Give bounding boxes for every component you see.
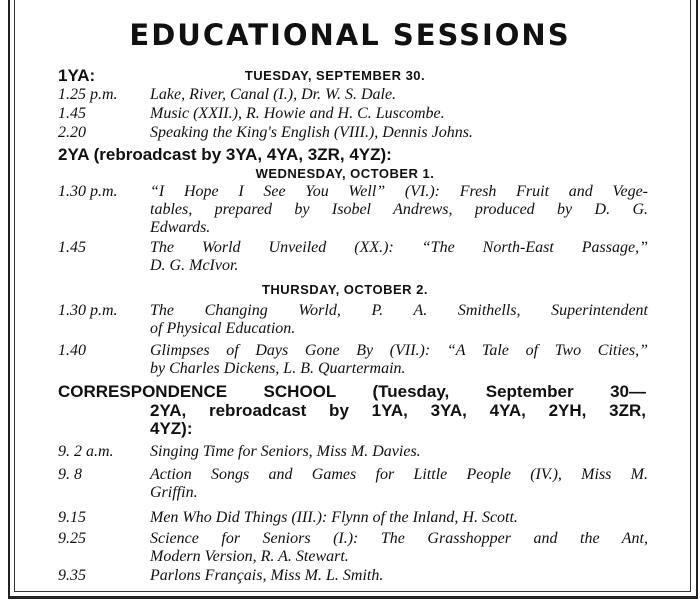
entry-description: Music (XXII.), R. Howie and H. C. Luscom… — [150, 105, 648, 123]
schedule-entry: 1.30 p.m. “I Hope I See You Well” (VI.): … — [58, 183, 648, 237]
description-line: of Physical Education. — [150, 320, 296, 337]
entry-time: 9.35 — [58, 567, 86, 584]
border-left-inner — [14, 0, 15, 592]
entry-description: Speaking the King's English (VIII.), Den… — [150, 124, 648, 142]
schedule-entry: 9.25 Science for Seniors (I.): The Grassh… — [58, 530, 648, 566]
schedule-entry: 9. 2 a.m. Singing Time for Seniors, Miss … — [58, 443, 648, 461]
schedule-entry: 9. 8 Action Songs and Games for Little Pe… — [58, 466, 648, 502]
entry-description: Men Who Did Things (III.): Flynn of the … — [150, 509, 648, 527]
entry-time: 1.45 — [58, 239, 86, 256]
day-heading: TUESDAY, SEPTEMBER 30. — [244, 68, 426, 83]
entry-time: 1.30 p.m. — [58, 183, 118, 200]
description-line: “I Hope I See You Well” (VI.): Fresh Fru… — [150, 183, 648, 200]
description-line: Edwards. — [150, 219, 211, 236]
entry-time: 9. 8 — [58, 466, 82, 483]
description-line: The World Unveiled (XX.): “The North-Eas… — [150, 239, 648, 256]
schedule-entry: 1.45 The World Unveiled (XX.): “The North… — [58, 239, 648, 275]
entry-description: Glimpses of Days Gone By (VII.): “A Tale… — [150, 342, 648, 378]
entry-description: The Changing World, P. A. Smithells, Sup… — [150, 302, 648, 338]
entry-time: 9.15 — [58, 509, 86, 526]
border-left-outer — [8, 0, 10, 598]
correspondence-school-heading: CORRESPONDENCE SCHOOL (Tuesday, Septembe… — [58, 382, 646, 439]
description-line: Parlons Français, Miss M. L. Smith. — [150, 567, 384, 584]
description-line: Music (XXII.), R. Howie and H. C. Luscom… — [150, 105, 445, 122]
border-bottom-outer — [8, 596, 698, 599]
schedule-entry: 1.30 p.m. The Changing World, P. A. Smith… — [58, 302, 648, 338]
entry-time: 2.20 — [58, 124, 86, 141]
description-line: Men Who Did Things (III.): Flynn of the … — [150, 509, 518, 526]
entry-description: Lake, River, Canal (I.), Dr. W. S. Dale. — [150, 86, 648, 104]
description-line: D. G. McIvor. — [150, 257, 239, 274]
schedule-entry: 1.45 Music (XXII.), R. Howie and H. C. Lu… — [58, 105, 648, 123]
schedule-entry: 9.15 Men Who Did Things (III.): Flynn of … — [58, 509, 648, 527]
entry-description: Science for Seniors (I.): The Grasshoppe… — [150, 530, 648, 566]
description-line: Singing Time for Seniors, Miss M. Davies… — [150, 443, 421, 460]
entry-time: 1.45 — [58, 105, 86, 122]
border-bottom-inner — [14, 591, 691, 592]
description-line: Science for Seniors (I.): The Grasshoppe… — [150, 530, 648, 547]
entry-description: The World Unveiled (XX.): “The North-Eas… — [150, 239, 648, 275]
entry-time: 9. 2 a.m. — [58, 443, 114, 460]
entry-description: Singing Time for Seniors, Miss M. Davies… — [150, 443, 648, 461]
entry-time: 1.40 — [58, 342, 86, 359]
day-heading: WEDNESDAY, OCTOBER 1. — [255, 166, 435, 181]
entry-description: “I Hope I See You Well” (VI.): Fresh Fru… — [150, 183, 648, 237]
day-heading: THURSDAY, OCTOBER 2. — [261, 282, 429, 297]
entry-description: Parlons Français, Miss M. L. Smith. — [150, 567, 648, 585]
description-line: Speaking the King's English (VIII.), Den… — [150, 124, 473, 141]
description-line: The Changing World, P. A. Smithells, Sup… — [150, 302, 648, 319]
description-line: Modern Version, R. A. Stewart. — [150, 548, 349, 565]
schedule-entry: 2.20 Speaking the King's English (VIII.),… — [58, 124, 648, 142]
description-line: by Charles Dickens, L. B. Quartermain. — [150, 360, 406, 377]
page-title: EDUCATIONAL SESSIONS — [129, 18, 571, 52]
entry-description: Action Songs and Games for Little People… — [150, 466, 648, 502]
description-line: Glimpses of Days Gone By (VII.): “A Tale… — [150, 342, 648, 359]
schedule-entry: 1.40 Glimpses of Days Gone By (VII.): “A … — [58, 342, 648, 378]
heading-line: 4YZ): — [150, 419, 193, 438]
description-line: Griffin. — [150, 484, 198, 501]
heading-line: CORRESPONDENCE SCHOOL (Tuesday, Septembe… — [58, 382, 646, 401]
entry-time: 1.25 p.m. — [58, 86, 118, 103]
schedule-entry: 9.35 Parlons Français, Miss M. L. Smith. — [58, 567, 648, 585]
description-line: Lake, River, Canal (I.), Dr. W. S. Dale. — [150, 86, 397, 103]
station-heading: 1YA: — [58, 66, 96, 85]
entry-time: 1.30 p.m. — [58, 302, 118, 319]
description-line: tables, prepared by Isobel Andrews, prod… — [150, 201, 648, 218]
description-line: Action Songs and Games for Little People… — [150, 466, 648, 483]
heading-line: 2YA, rebroadcast by 1YA, 3YA, 4YA, 2YH, … — [150, 400, 646, 420]
schedule-entry: 1.25 p.m. Lake, River, Canal (I.), Dr. W.… — [58, 86, 648, 104]
station-heading: 2YA (rebroadcast by 3YA, 4YA, 3ZR, 4YZ): — [58, 145, 392, 164]
entry-time: 9.25 — [58, 530, 86, 547]
border-right-outer — [696, 0, 698, 598]
border-right-inner — [690, 0, 691, 592]
